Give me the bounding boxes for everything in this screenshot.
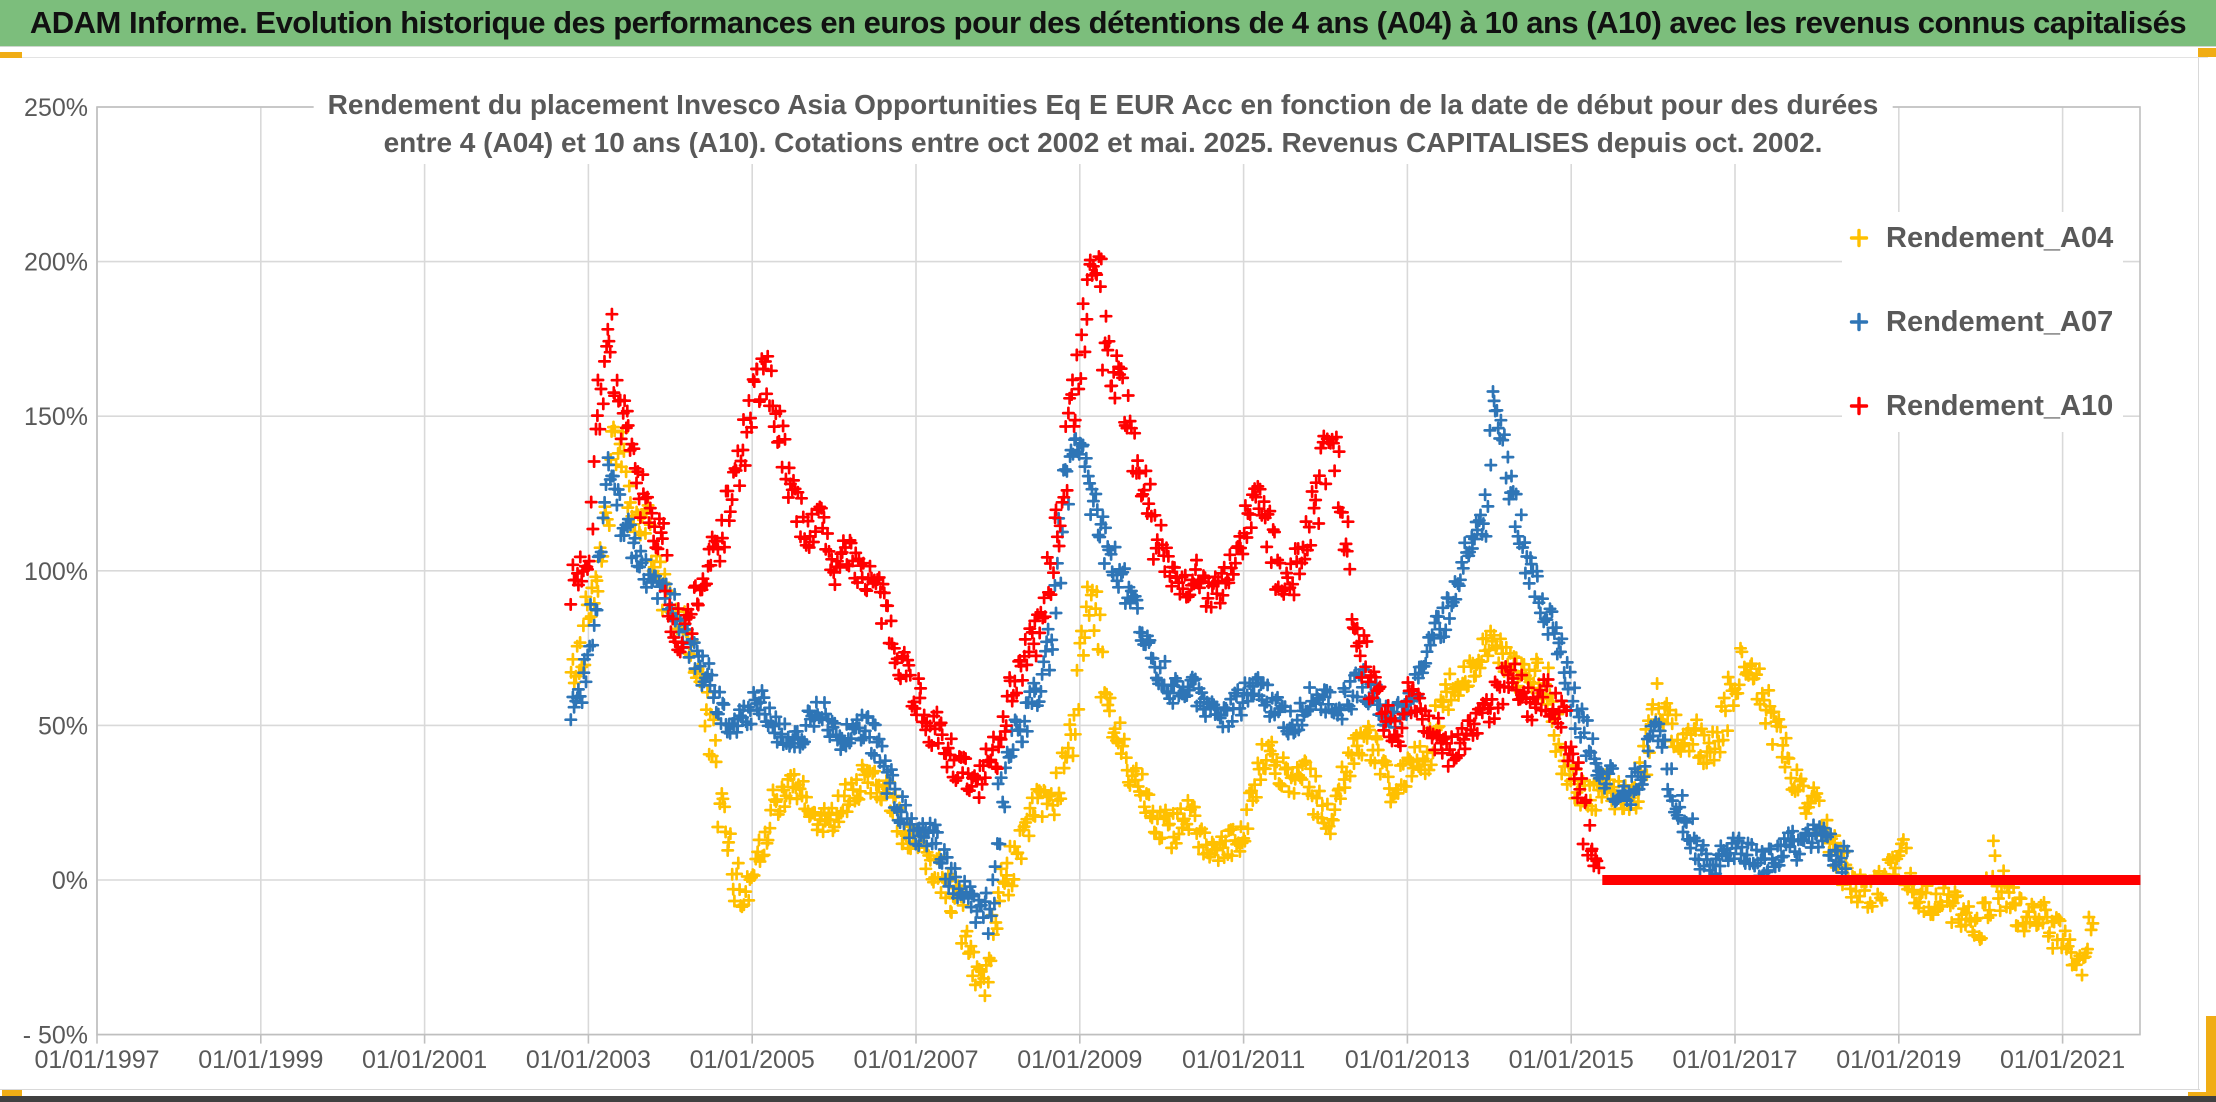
plus-marker-icon (1849, 396, 1869, 416)
chart-title-line2: entre 4 (A04) et 10 ans (A10). Cotations… (383, 127, 1823, 158)
legend-label: Rendement_A04 (1886, 221, 2114, 254)
plus-marker-icon (1849, 228, 1869, 248)
y-tick-label: 50% (38, 712, 88, 740)
x-tick-label: 01/01/2005 (690, 1046, 815, 1074)
x-tick-label: 01/01/2003 (526, 1046, 651, 1074)
y-tick-label: - 50% (23, 1022, 88, 1050)
x-tick-label: 01/01/2015 (1509, 1046, 1634, 1074)
chart-title-line1: Rendement du placement Invesco Asia Oppo… (327, 89, 1879, 120)
plus-marker-icon (1849, 312, 1869, 332)
x-tick-label: 01/01/2001 (362, 1046, 487, 1074)
series-Rendement_A10 (564, 250, 1606, 875)
orange-accent-top-left (0, 52, 22, 58)
legend-item-a07: Rendement_A07 (1848, 300, 2113, 344)
chart-object-right-border (2198, 58, 2199, 1090)
y-tick-label: 150% (24, 403, 88, 431)
x-tick-label: 01/01/2017 (1672, 1046, 1797, 1074)
legend: Rendement_A04 Rendement_A07 Rendement_A1… (1842, 212, 2124, 432)
y-tick-label: 0% (52, 867, 88, 895)
x-tick-label: 01/01/2007 (853, 1046, 978, 1074)
orange-accent-bottom-left (2, 1090, 22, 1099)
y-tick-label: 250% (24, 94, 88, 122)
x-tick-label: 01/01/2013 (1345, 1046, 1470, 1074)
chart-object-bottom-border (0, 1089, 2200, 1090)
x-tick-label: 01/01/2019 (1836, 1046, 1961, 1074)
banner: ADAM Informe. Evolution historique des p… (0, 0, 2216, 47)
x-tick-label: 01/01/1999 (198, 1046, 323, 1074)
legend-label: Rendement_A07 (1886, 305, 2114, 338)
y-tick-label: 200% (24, 249, 88, 277)
orange-accent-top-right (2198, 48, 2216, 57)
legend-item-a04: Rendement_A04 (1848, 216, 2113, 260)
x-tick-label: 01/01/1997 (34, 1046, 159, 1074)
chart-object-top-border (22, 57, 2208, 58)
x-tick-label: 01/01/2011 (1182, 1046, 1305, 1074)
legend-item-a10: Rendement_A10 (1848, 384, 2113, 428)
plot-svg: 250% 200% 150% 100% 50% 0% - 50%01/01/1997 01/0… (23, 94, 2141, 1074)
orange-accent-right-strip (2206, 1016, 2216, 1102)
y-tick-label: 100% (24, 558, 88, 586)
series-Rendement_A07 (564, 384, 1854, 941)
x-tick-label: 01/01/2009 (1017, 1046, 1142, 1074)
window-bottom-edge (0, 1096, 2216, 1102)
banner-title: ADAM Informe. Evolution historique des p… (29, 5, 2187, 40)
legend-label: Rendement_A10 (1886, 389, 2114, 422)
chart-title: Rendement du placement Invesco Asia Oppo… (313, 84, 1893, 164)
x-tick-label: 01/01/2021 (2000, 1046, 2125, 1074)
